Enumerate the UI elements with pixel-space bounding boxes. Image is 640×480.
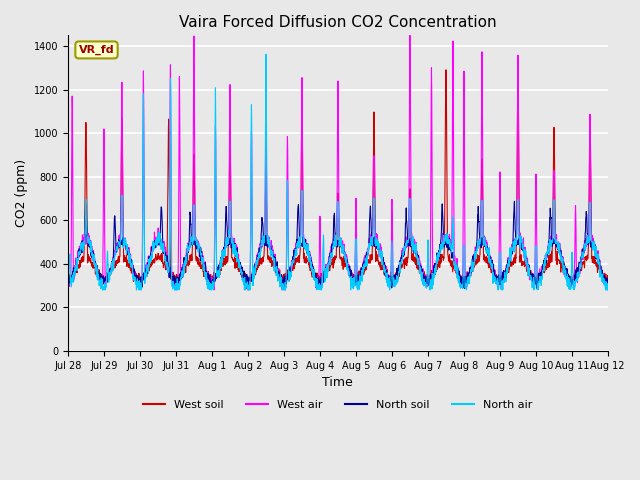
North air: [557, 257, 564, 263]
West soil: [365, 258, 372, 264]
North soil: [511, 198, 518, 204]
Y-axis label: CO2 (ppm): CO2 (ppm): [15, 159, 28, 227]
North air: [365, 245, 373, 251]
West air: [572, 203, 579, 208]
North soil: [604, 277, 612, 283]
West soil: [514, 56, 522, 61]
West air: [495, 264, 503, 270]
North air: [262, 51, 270, 57]
West soil: [353, 270, 361, 276]
West air: [604, 282, 612, 288]
X-axis label: Time: Time: [323, 376, 353, 389]
North soil: [64, 278, 72, 284]
West air: [365, 236, 373, 241]
North soil: [214, 265, 222, 271]
North air: [495, 280, 503, 286]
Legend: West soil, West air, North soil, North air: West soil, West air, North soil, North a…: [139, 396, 537, 415]
North air: [354, 287, 362, 293]
West soil: [572, 272, 579, 277]
North air: [64, 287, 72, 293]
Line: North soil: North soil: [68, 201, 608, 288]
North soil: [353, 278, 361, 284]
West soil: [556, 258, 564, 264]
North soil: [572, 267, 579, 273]
West air: [64, 284, 72, 290]
Title: Vaira Forced Diffusion CO2 Concentration: Vaira Forced Diffusion CO2 Concentration: [179, 15, 497, 30]
West air: [557, 250, 564, 255]
West soil: [604, 275, 612, 280]
West soil: [214, 267, 222, 273]
North air: [215, 272, 223, 278]
West air: [173, 287, 180, 293]
North air: [572, 280, 579, 286]
North air: [64, 283, 72, 288]
North soil: [557, 252, 564, 258]
West air: [406, 33, 414, 38]
North soil: [365, 240, 372, 246]
Text: VR_fd: VR_fd: [79, 45, 115, 55]
North soil: [461, 286, 468, 291]
Line: West air: West air: [68, 36, 608, 290]
West soil: [495, 274, 502, 280]
West air: [215, 268, 223, 274]
West soil: [570, 283, 578, 289]
West air: [354, 276, 362, 282]
North air: [604, 287, 612, 293]
North soil: [495, 279, 502, 285]
Line: West soil: West soil: [68, 59, 608, 286]
West soil: [64, 275, 72, 281]
Line: North air: North air: [68, 54, 608, 290]
